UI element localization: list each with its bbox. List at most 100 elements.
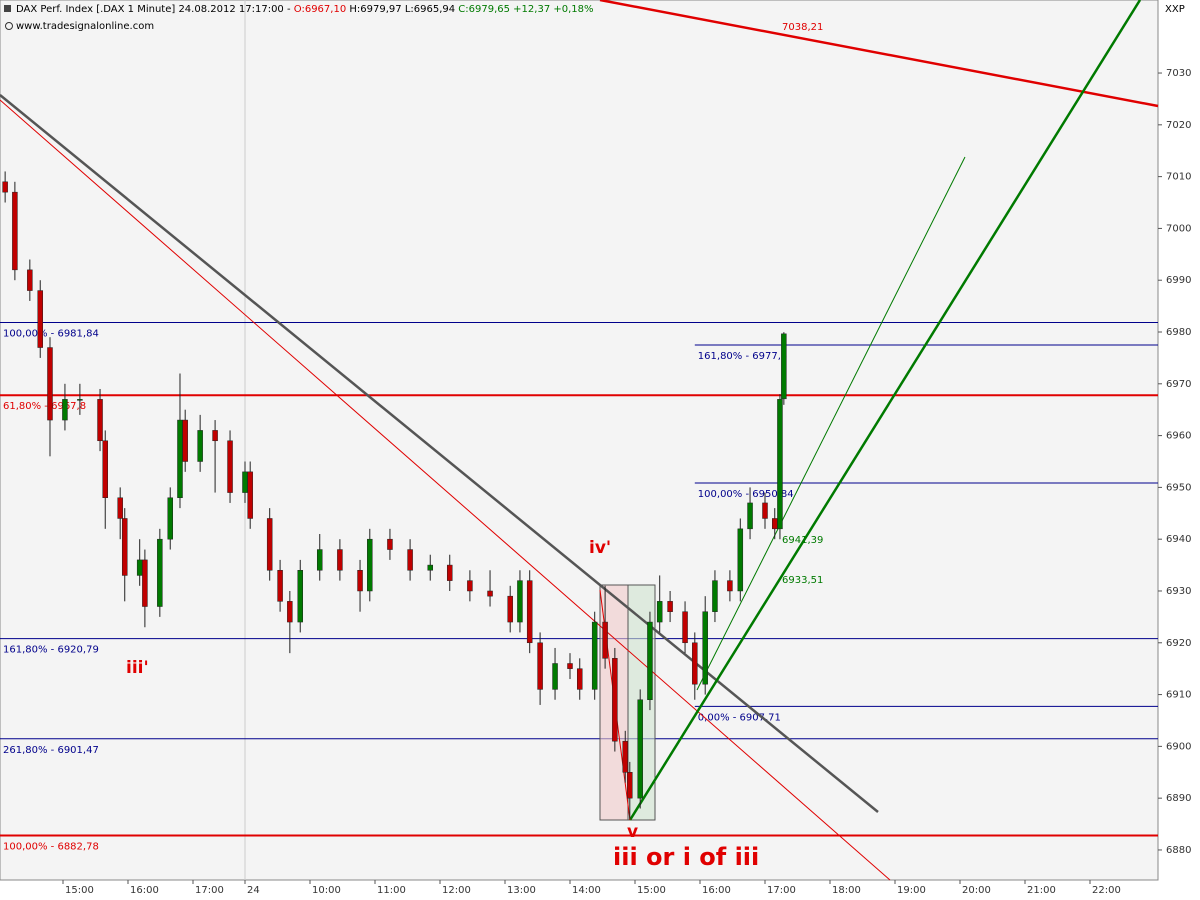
levels: 100,00% - 6981,84 61,80% - 6967,8 161,80% … xyxy=(0,321,1158,853)
candle-body xyxy=(12,191,18,271)
candle-body xyxy=(467,580,473,592)
candle-body xyxy=(142,559,148,607)
candle-body xyxy=(242,471,248,493)
level-label: 100,00% - 6950,84 xyxy=(698,489,794,500)
y-tick-label: 6890 xyxy=(1166,793,1191,804)
header-low: L:6965,94 xyxy=(405,4,455,15)
header-line: DAX Perf. Index [.DAX 1 Minute] 24.08.20… xyxy=(16,4,594,15)
candle-body xyxy=(37,290,43,348)
candle-body xyxy=(97,399,103,442)
candle-body xyxy=(197,430,203,462)
y-tick-label: 7020 xyxy=(1166,120,1191,131)
level-label: 100,00% - 6981,84 xyxy=(3,328,99,339)
candle-body xyxy=(446,564,453,581)
x-tick-label: 19:00 xyxy=(897,885,926,896)
candle-body xyxy=(762,502,768,519)
trend-line xyxy=(599,0,1159,108)
candle-body xyxy=(266,518,273,571)
axes: 6880 6890 6900 6910 6920 6930 6940 6950 6960 6970… xyxy=(62,68,1191,896)
candle-body xyxy=(712,580,718,612)
y-tick-label: 6960 xyxy=(1166,431,1191,442)
candle-body xyxy=(517,580,523,623)
annotation: 7038,21 xyxy=(782,22,823,33)
x-tick-label: 17:00 xyxy=(195,885,224,896)
x-tick-label: 12:00 xyxy=(442,885,471,896)
candle-body xyxy=(487,590,493,597)
icon xyxy=(5,22,13,30)
candle-body xyxy=(177,419,183,499)
candle-body xyxy=(667,601,673,612)
candle-body xyxy=(287,601,293,623)
x-tick-label: 15:00 xyxy=(65,885,94,896)
icon xyxy=(4,5,11,12)
annotation: iii' xyxy=(126,658,149,678)
candle-body xyxy=(747,502,753,530)
candle-body xyxy=(781,333,787,400)
candle-body xyxy=(727,580,733,592)
annotation: iv' xyxy=(589,538,611,558)
candle-body xyxy=(567,663,573,669)
candle-body xyxy=(702,611,708,685)
header-title: DAX Perf. Index [.DAX 1 Minute] 24.08.20… xyxy=(16,4,291,15)
candle-body xyxy=(27,269,33,291)
candle-body xyxy=(407,549,413,571)
candle-body xyxy=(576,668,583,690)
plot-area xyxy=(0,0,1159,881)
y-tick-label: 6940 xyxy=(1166,534,1191,545)
y-tick-label: 6900 xyxy=(1166,741,1191,752)
candle-body xyxy=(682,611,688,644)
candle-body xyxy=(526,580,533,644)
level-label: 61,80% - 6967,8 xyxy=(3,401,86,412)
x-tick-label: 17:00 xyxy=(767,885,796,896)
x-tick-label: 10:00 xyxy=(312,885,341,896)
candle-body xyxy=(627,772,633,799)
y-tick-label: 6930 xyxy=(1166,586,1191,597)
annotation: iii or i of iii xyxy=(613,843,759,871)
x-tick-label: 20:00 xyxy=(962,885,991,896)
source: www.tradesignalonline.com xyxy=(16,21,154,32)
trend-line xyxy=(628,0,1142,821)
y-tick-label: 6910 xyxy=(1166,690,1191,701)
candle-body xyxy=(612,658,618,742)
x-tick-label: 14:00 xyxy=(572,885,601,896)
x-tick-label: 11:00 xyxy=(377,885,406,896)
candle-body xyxy=(357,570,363,592)
candle-body xyxy=(602,621,608,659)
candle-body xyxy=(772,518,778,530)
candle-body xyxy=(622,740,628,773)
level-label: 161,80% - 6977,5 xyxy=(698,351,787,362)
header-open: O:6967,10 xyxy=(294,4,346,15)
annotation: 6933,51 xyxy=(782,575,823,586)
level-label: 161,80% - 6920,79 xyxy=(3,645,99,656)
candle-body xyxy=(337,549,343,571)
x-tick-label: 21:00 xyxy=(1027,885,1056,896)
candle-body xyxy=(692,642,698,685)
candle-body xyxy=(737,528,744,592)
candle-body xyxy=(637,699,643,799)
header-high: H:6979,97 xyxy=(349,4,401,15)
y-tick-label: 6950 xyxy=(1166,482,1191,493)
candle-body xyxy=(157,538,163,607)
candle-body xyxy=(656,601,663,623)
header-close: C:6979,65 +12,37 +0,18% xyxy=(458,4,593,15)
trend-line xyxy=(0,94,879,813)
x-tick-label: 16:00 xyxy=(702,885,731,896)
x-tick-label: 15:00 xyxy=(637,885,666,896)
candle-body xyxy=(537,642,543,690)
candle-body xyxy=(227,440,233,493)
x-tick-label: 18:00 xyxy=(832,885,861,896)
candle-body xyxy=(77,399,83,401)
y-tick-label: 7030 xyxy=(1166,68,1191,79)
candle-body xyxy=(777,399,783,530)
level-label: 0,00% - 6907,71 xyxy=(698,712,781,723)
x-tick-label: 13:00 xyxy=(507,885,536,896)
y-tick-label: 6880 xyxy=(1166,845,1191,856)
x-tick-label: 16:00 xyxy=(130,885,159,896)
candle-body xyxy=(591,621,598,690)
candle-body xyxy=(316,549,323,571)
candle-body xyxy=(212,430,218,442)
candle-body xyxy=(552,663,558,690)
level-label: 261,80% - 6901,47 xyxy=(3,745,99,756)
trend-line xyxy=(0,99,891,881)
